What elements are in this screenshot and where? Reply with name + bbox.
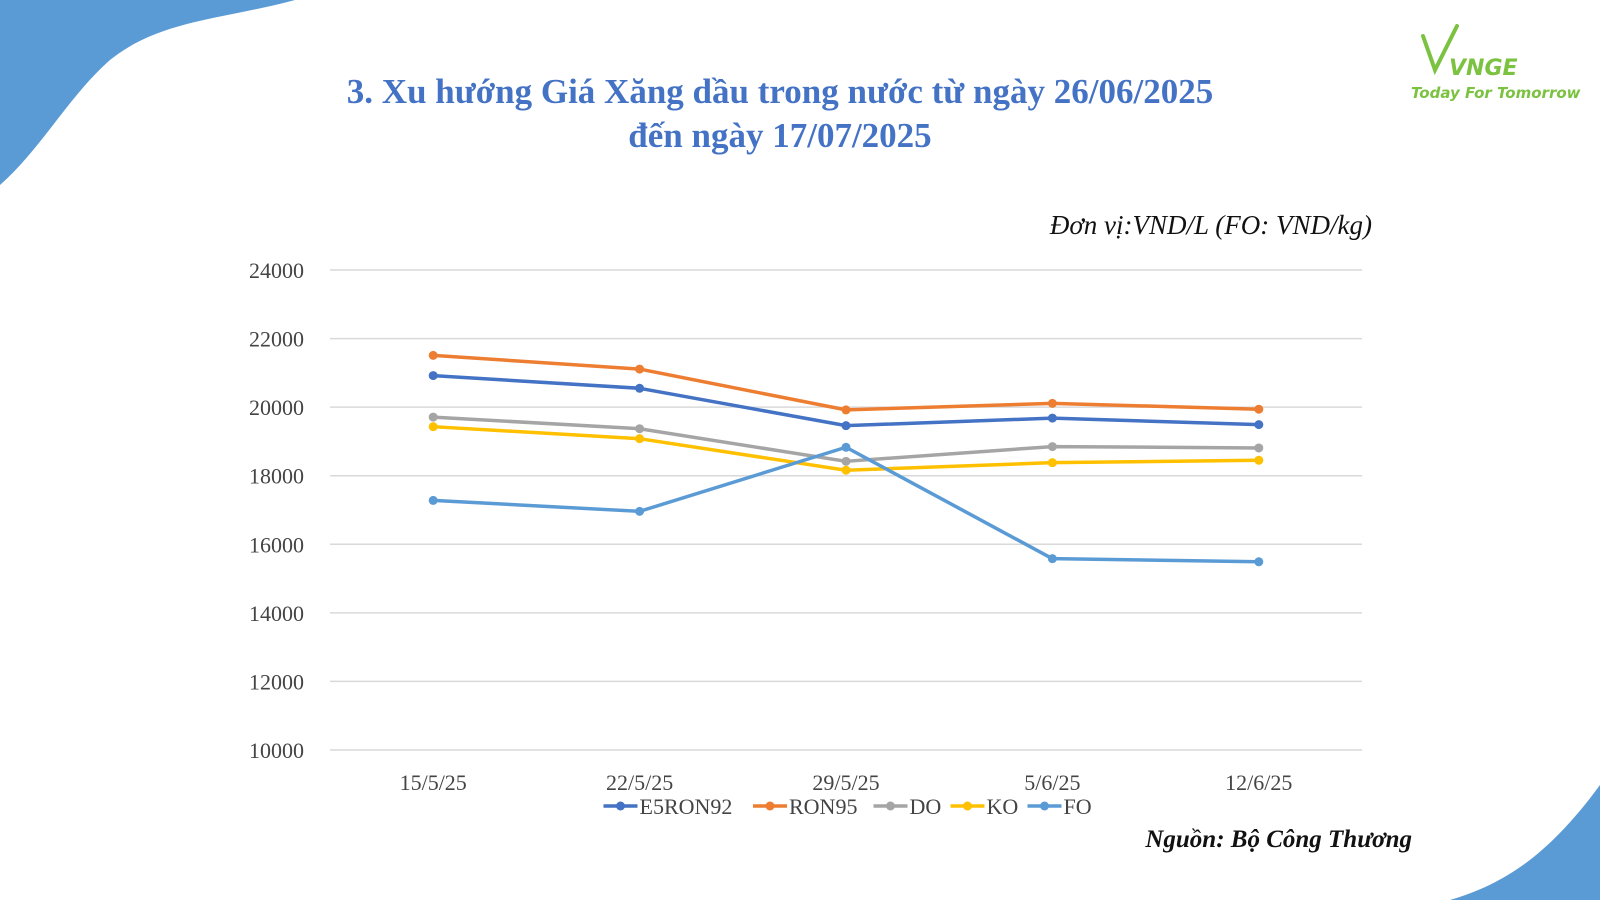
top-left-wave [0, 0, 295, 185]
legend-item-ron95: RON95 [753, 794, 857, 819]
y-tick-label: 14000 [249, 601, 304, 626]
y-tick-label: 16000 [249, 532, 304, 557]
x-tick-label: 5/6/25 [1024, 770, 1080, 795]
data-point [635, 424, 645, 434]
data-point [428, 371, 438, 381]
x-tick-label: 29/5/25 [812, 770, 879, 795]
legend-item-fo: FO [1027, 794, 1092, 819]
y-tick-label: 10000 [249, 738, 304, 763]
y-tick-label: 20000 [249, 395, 304, 420]
data-point [635, 506, 645, 516]
data-point [635, 364, 645, 374]
data-point [841, 405, 851, 415]
series-e5ron92 [428, 371, 1264, 431]
series-ron95 [428, 350, 1264, 415]
legend-label: DO [910, 794, 942, 819]
legend-label: E5RON92 [640, 794, 733, 819]
legend-item-ko: KO [950, 794, 1019, 819]
data-point [428, 422, 438, 432]
data-point [428, 495, 438, 505]
y-tick-label: 18000 [249, 464, 304, 489]
chart-title-line-2: đến ngày 17/07/2025 [628, 116, 932, 155]
data-point [1047, 398, 1057, 408]
logo-wordmark: VNGE [1449, 56, 1518, 81]
y-tick-label: 22000 [249, 327, 304, 352]
x-tick-label: 22/5/25 [606, 770, 673, 795]
vnge-logo: VNGE Today For Tomorrow [1405, 18, 1585, 108]
legend-label: KO [987, 794, 1019, 819]
data-point [1047, 442, 1057, 452]
series-line [433, 373, 1259, 428]
legend-item-e5ron92: E5RON92 [603, 794, 733, 819]
legend-label: RON95 [789, 794, 857, 819]
legend: E5RON92 RON95 DO KO FO [603, 794, 1092, 819]
series-do [428, 412, 1264, 466]
data-point [841, 442, 851, 452]
data-point [1254, 420, 1264, 430]
series-fo [428, 442, 1264, 567]
x-tick-label: 15/5/25 [400, 770, 467, 795]
source-label: Nguồn: Bộ Công Thương [1145, 826, 1412, 853]
y-tick-label: 24000 [249, 258, 304, 283]
data-point [1047, 413, 1057, 423]
y-tick-label: 12000 [249, 669, 304, 694]
series-ko [428, 422, 1264, 475]
data-point [428, 350, 438, 360]
data-point [841, 465, 851, 475]
series-lines [428, 350, 1264, 567]
logo-tagline: Today For Tomorrow [1411, 84, 1581, 102]
legend-label: FO [1064, 794, 1092, 819]
data-point [841, 421, 851, 431]
data-point [635, 434, 645, 444]
legend-marker [886, 801, 895, 811]
data-point [1254, 455, 1264, 465]
data-point [1254, 443, 1264, 453]
bottom-right-wave [1450, 785, 1600, 900]
y-axis-ticks: 24000 22000 20000 18000 16000 14000 12000 10000 [249, 258, 304, 763]
legend-marker [616, 801, 625, 811]
legend-marker [963, 801, 972, 811]
data-point [635, 383, 645, 393]
logo-leaf-icon [1421, 24, 1459, 76]
data-point [1254, 557, 1264, 567]
data-point [1047, 458, 1057, 468]
data-point [1254, 404, 1264, 414]
unit-label: Đơn vị:VND/L (FO: VND/kg) [1049, 210, 1372, 240]
gridlines [330, 269, 1362, 751]
x-axis-ticks: 15/5/25 22/5/25 29/5/25 5/6/25 12/6/25 [400, 770, 1293, 795]
chart-title-line-1: 3. Xu hướng Giá Xăng dầu trong nước từ n… [346, 72, 1214, 111]
data-point [841, 456, 851, 466]
data-point [428, 412, 438, 422]
legend-marker [765, 801, 775, 811]
legend-marker [1040, 801, 1049, 811]
data-point [1047, 554, 1057, 564]
legend-item-do: DO [873, 794, 942, 819]
x-tick-label: 12/6/25 [1225, 770, 1292, 795]
